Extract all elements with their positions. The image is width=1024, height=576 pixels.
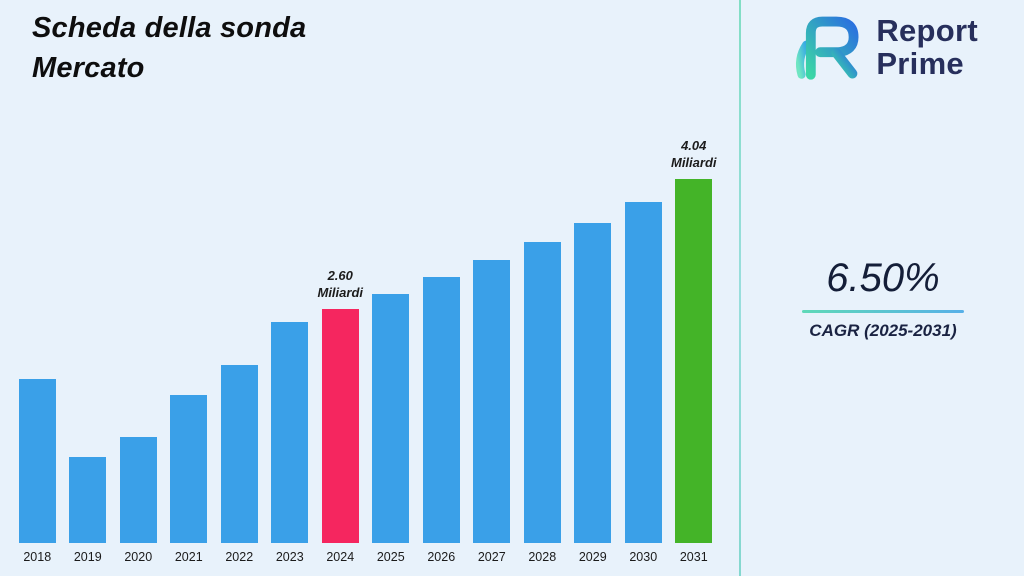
bar-column-2018: 2018 (12, 379, 63, 564)
bar-2018[interactable] (18, 379, 56, 543)
bar-2025[interactable] (372, 294, 410, 543)
bar-2020[interactable] (119, 437, 157, 543)
x-axis-label-2030: 2030 (629, 550, 658, 564)
page-title: Scheda della sonda Mercato (32, 8, 306, 88)
bar-column-2030: 2030 (618, 202, 669, 564)
bar-column-2028: 2028 (517, 242, 568, 564)
x-axis-label-2031: 2031 (679, 550, 708, 564)
x-axis-label-2022: 2022 (225, 550, 254, 564)
bar-column-2024: 2.60 Miliardi 2024 (315, 268, 366, 564)
logo-mark-icon (796, 16, 859, 80)
bar-column-2019: 2019 (63, 457, 114, 564)
bar-2023[interactable] (271, 322, 309, 543)
bar-value-label-2024: 2.60 Miliardi (317, 268, 363, 301)
bar-column-2021: 2021 (164, 395, 215, 564)
logo-text-line1: Report (876, 12, 978, 48)
bar-2019[interactable] (69, 457, 107, 543)
bar-2021[interactable] (170, 395, 208, 543)
bar-column-2022: 2022 (214, 365, 265, 564)
bar-column-2020: 2020 (113, 437, 164, 564)
vertical-divider (739, 0, 741, 576)
x-axis-label-2019: 2019 (73, 550, 102, 564)
bar-2024[interactable] (321, 309, 359, 543)
bar-column-2029: 2029 (568, 223, 619, 564)
bar-2029[interactable] (574, 223, 612, 543)
bar-chart: 2018 2019 2020 2021 2022 2023 2.60 Miliardi 2024… (12, 138, 720, 564)
bar-column-2027: 2027 (467, 260, 518, 564)
x-axis-label-2029: 2029 (578, 550, 607, 564)
page-title-line1: Scheda della sonda (32, 12, 307, 44)
bar-column-2031: 4.04 Miliardi 2031 (669, 138, 720, 564)
cagr-underline (802, 310, 964, 313)
x-axis-label-2028: 2028 (528, 550, 557, 564)
bar-column-2026: 2026 (416, 277, 467, 564)
x-axis-label-2027: 2027 (477, 550, 506, 564)
logo-text-line2: Prime (876, 46, 964, 81)
x-axis-label-2025: 2025 (376, 550, 405, 564)
cagr-value: 6.50% (826, 256, 940, 300)
bar-value-label-2031: 4.04 Miliardi (670, 138, 717, 171)
bar-2030[interactable] (624, 202, 662, 543)
x-axis-label-2020: 2020 (124, 550, 153, 564)
bar-2028[interactable] (523, 242, 561, 543)
x-axis-label-2021: 2021 (174, 550, 203, 564)
x-axis-label-2023: 2023 (275, 550, 304, 564)
report-prime-logo: Report Prime (790, 10, 978, 84)
bar-2026[interactable] (422, 277, 460, 543)
x-axis-label-2024: 2024 (326, 550, 355, 564)
x-axis-label-2026: 2026 (427, 550, 456, 564)
page-title-line2: Mercato (32, 52, 145, 85)
bar-column-2023: 2023 (265, 322, 316, 564)
bar-2031[interactable] (675, 179, 713, 543)
logo-text: Report Prime (876, 12, 978, 81)
cagr-label: CAGR (2025-2031) (809, 321, 957, 340)
x-axis-label-2018: 2018 (23, 550, 52, 564)
bar-column-2025: 2025 (366, 294, 417, 564)
bar-2022[interactable] (220, 365, 258, 543)
bar-2027[interactable] (473, 260, 511, 543)
cagr-block: 6.50% CAGR (2025-2031) (800, 256, 966, 341)
